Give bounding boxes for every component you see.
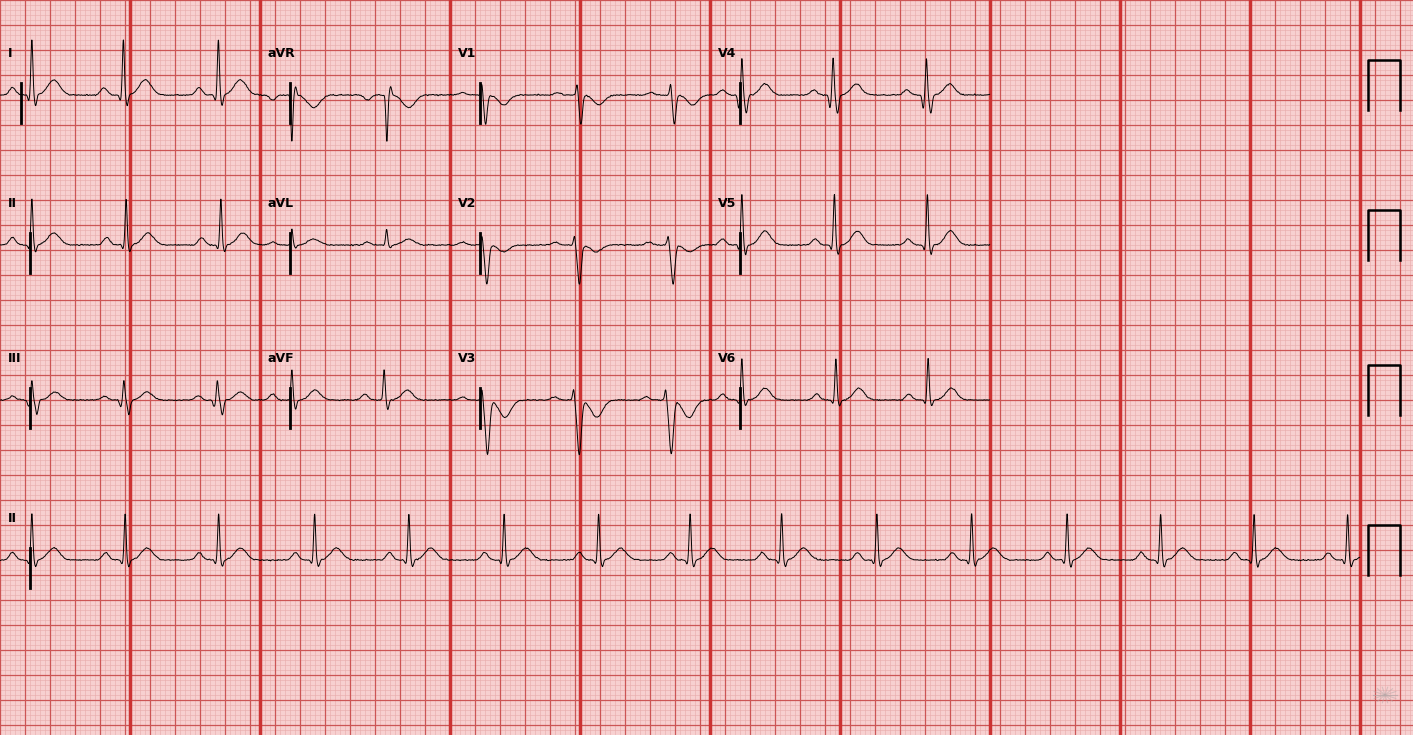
Text: V4: V4: [718, 47, 736, 60]
Text: aVL: aVL: [268, 197, 294, 210]
Text: II: II: [8, 197, 17, 210]
Text: V5: V5: [718, 197, 736, 210]
Text: V1: V1: [458, 47, 476, 60]
Text: aVR: aVR: [268, 47, 295, 60]
Text: II: II: [8, 512, 17, 525]
Text: III: III: [8, 352, 21, 365]
Text: V3: V3: [458, 352, 476, 365]
Text: aVF: aVF: [268, 352, 295, 365]
Text: V6: V6: [718, 352, 736, 365]
Text: V2: V2: [458, 197, 476, 210]
Text: I: I: [8, 47, 13, 60]
